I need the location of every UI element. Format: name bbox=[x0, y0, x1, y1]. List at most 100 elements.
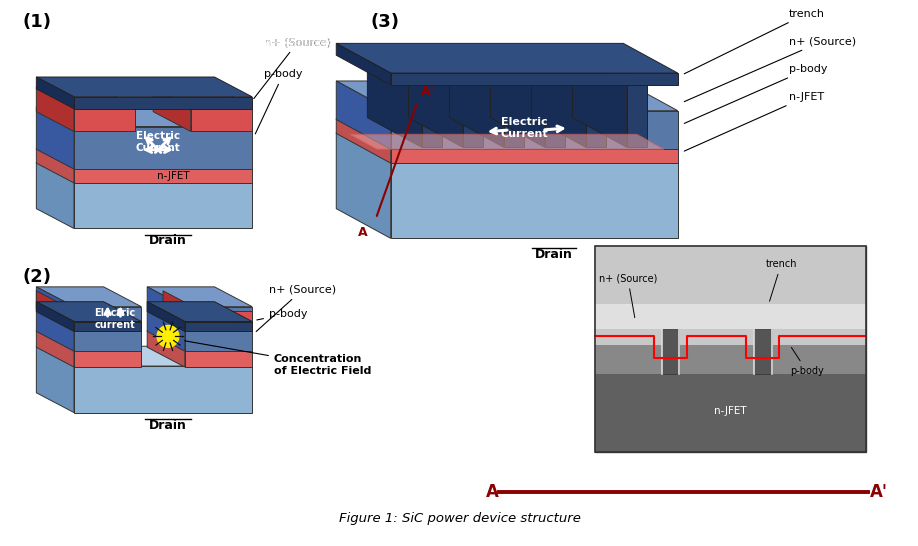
Bar bbox=[595, 246, 866, 452]
Polygon shape bbox=[586, 83, 606, 147]
Text: (2): (2) bbox=[22, 268, 51, 286]
Text: n-JFET: n-JFET bbox=[684, 92, 823, 151]
Polygon shape bbox=[490, 54, 565, 83]
Text: A': A' bbox=[421, 85, 435, 98]
Polygon shape bbox=[504, 83, 523, 147]
Text: Concentration
of Electric Field: Concentration of Electric Field bbox=[185, 341, 371, 376]
Bar bbox=[595, 246, 866, 452]
Bar bbox=[595, 246, 866, 345]
Polygon shape bbox=[37, 87, 74, 132]
Polygon shape bbox=[662, 329, 679, 374]
Polygon shape bbox=[336, 118, 391, 163]
Polygon shape bbox=[336, 43, 677, 73]
Polygon shape bbox=[551, 63, 606, 114]
Polygon shape bbox=[37, 287, 141, 307]
Polygon shape bbox=[463, 83, 483, 147]
Polygon shape bbox=[336, 43, 391, 85]
Polygon shape bbox=[391, 149, 677, 163]
Polygon shape bbox=[74, 307, 141, 351]
Polygon shape bbox=[147, 287, 252, 307]
Polygon shape bbox=[428, 63, 483, 114]
Polygon shape bbox=[163, 291, 201, 329]
Text: trench: trench bbox=[766, 259, 797, 301]
Polygon shape bbox=[573, 54, 646, 83]
Text: Electric
Current: Electric Current bbox=[136, 131, 181, 153]
Text: Figure 1: SiC power device structure: Figure 1: SiC power device structure bbox=[339, 512, 581, 525]
Polygon shape bbox=[391, 73, 677, 85]
Polygon shape bbox=[409, 54, 483, 83]
Polygon shape bbox=[147, 330, 252, 350]
Polygon shape bbox=[74, 97, 252, 109]
Polygon shape bbox=[490, 54, 544, 147]
Polygon shape bbox=[74, 106, 135, 132]
Polygon shape bbox=[421, 83, 442, 147]
Polygon shape bbox=[336, 133, 677, 162]
Polygon shape bbox=[573, 54, 627, 147]
Polygon shape bbox=[37, 162, 252, 182]
Polygon shape bbox=[442, 93, 463, 114]
Text: p-body: p-body bbox=[684, 64, 827, 123]
Polygon shape bbox=[544, 83, 565, 147]
Text: Drain: Drain bbox=[535, 248, 573, 261]
Polygon shape bbox=[387, 63, 463, 93]
Polygon shape bbox=[754, 329, 772, 374]
Text: (3): (3) bbox=[371, 13, 400, 31]
Polygon shape bbox=[37, 330, 74, 367]
Polygon shape bbox=[532, 54, 606, 83]
Polygon shape bbox=[201, 311, 252, 329]
Polygon shape bbox=[336, 81, 391, 149]
Text: A: A bbox=[358, 227, 368, 240]
Polygon shape bbox=[469, 63, 523, 114]
Polygon shape bbox=[37, 87, 135, 106]
Polygon shape bbox=[391, 162, 677, 239]
Text: n-JFET: n-JFET bbox=[157, 170, 189, 181]
Polygon shape bbox=[450, 54, 523, 83]
Polygon shape bbox=[37, 346, 252, 366]
Text: p-body: p-body bbox=[257, 308, 308, 320]
Bar bbox=[595, 345, 866, 374]
Text: A: A bbox=[486, 483, 498, 501]
Polygon shape bbox=[469, 63, 544, 93]
Polygon shape bbox=[74, 311, 126, 329]
Polygon shape bbox=[510, 63, 586, 93]
Polygon shape bbox=[74, 366, 252, 413]
Polygon shape bbox=[185, 307, 252, 351]
Text: n-JFET: n-JFET bbox=[714, 406, 746, 416]
Polygon shape bbox=[37, 162, 74, 228]
Text: trench: trench bbox=[684, 9, 824, 74]
Polygon shape bbox=[37, 149, 74, 183]
Polygon shape bbox=[409, 54, 463, 147]
Circle shape bbox=[157, 325, 179, 347]
Polygon shape bbox=[428, 63, 504, 93]
Bar bbox=[595, 304, 866, 329]
Polygon shape bbox=[37, 302, 141, 322]
Polygon shape bbox=[147, 302, 252, 322]
Polygon shape bbox=[565, 93, 586, 114]
Polygon shape bbox=[74, 168, 252, 183]
Polygon shape bbox=[450, 54, 504, 147]
Text: n+ ​(​Source​): n+ ​(​Source​) bbox=[254, 37, 331, 99]
Polygon shape bbox=[551, 63, 627, 93]
Polygon shape bbox=[147, 302, 185, 331]
Polygon shape bbox=[336, 133, 391, 239]
Polygon shape bbox=[74, 322, 141, 331]
Text: p-body: p-body bbox=[789, 347, 823, 376]
Text: n+ (Source): n+ (Source) bbox=[599, 274, 657, 318]
Polygon shape bbox=[147, 330, 185, 367]
Polygon shape bbox=[37, 106, 252, 127]
Polygon shape bbox=[153, 87, 191, 132]
Polygon shape bbox=[483, 93, 504, 114]
Polygon shape bbox=[74, 350, 141, 367]
Polygon shape bbox=[147, 287, 185, 351]
Polygon shape bbox=[37, 310, 126, 329]
Polygon shape bbox=[185, 322, 252, 331]
Text: n+ (̲S̲o̲u̲r̲c̲e̲): n+ (̲S̲o̲u̲r̲c̲e̲) bbox=[264, 37, 331, 48]
Polygon shape bbox=[336, 118, 677, 149]
Polygon shape bbox=[391, 111, 677, 149]
Polygon shape bbox=[336, 81, 677, 111]
Polygon shape bbox=[74, 127, 252, 169]
Polygon shape bbox=[185, 350, 252, 367]
Polygon shape bbox=[350, 134, 664, 149]
Text: Drain: Drain bbox=[149, 418, 187, 431]
Polygon shape bbox=[510, 63, 565, 114]
